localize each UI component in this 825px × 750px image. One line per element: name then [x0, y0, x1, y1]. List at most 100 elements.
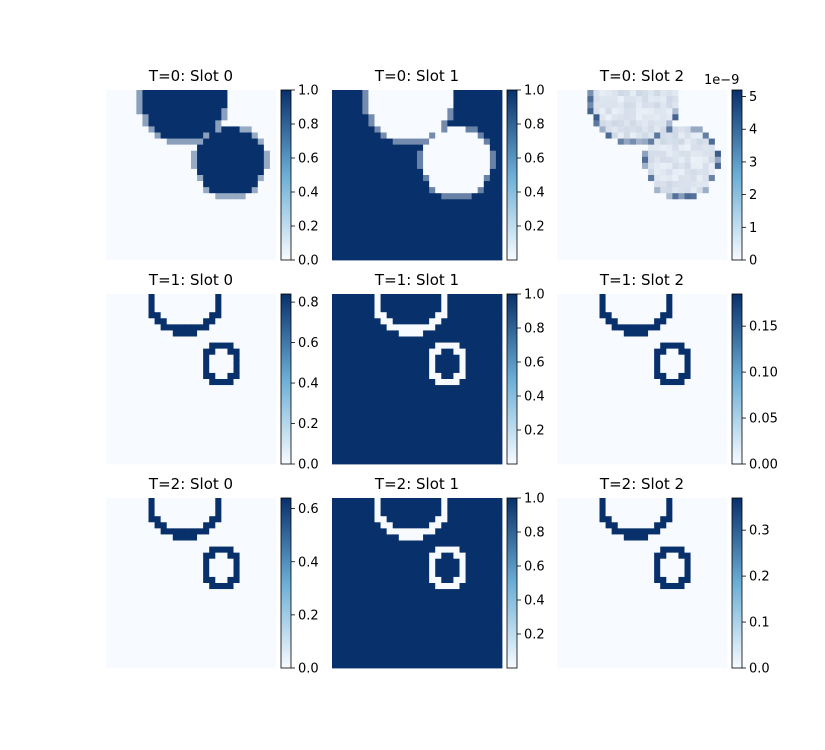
heatmap-cell [392, 229, 400, 237]
heatmap-cell [605, 360, 613, 368]
heatmap-cell [233, 403, 240, 410]
heatmap-cell [569, 162, 576, 170]
heatmap-cell [635, 372, 643, 380]
heatmap-cell [191, 150, 198, 158]
heatmap-cell [623, 235, 631, 243]
heatmap-cell [350, 336, 357, 343]
heatmap-cell [227, 403, 234, 410]
heatmap-cell [690, 199, 698, 206]
heatmap-cell [154, 457, 162, 465]
heatmap-cell [708, 342, 716, 350]
heatmap-cell [130, 223, 137, 231]
heatmap-cell [380, 397, 388, 404]
heatmap-cell [702, 433, 710, 441]
heatmap-cell [112, 534, 119, 541]
heatmap-cell [160, 360, 168, 368]
heatmap-cell [447, 253, 454, 261]
heatmap-cell [404, 409, 412, 416]
heatmap-cell [605, 330, 613, 337]
heatmap-cell [635, 336, 643, 343]
heatmap-cell [483, 126, 491, 133]
heatmap-cell [130, 247, 137, 255]
heatmap-cell [251, 510, 259, 517]
heatmap-cell [563, 211, 570, 218]
heatmap-cell [720, 96, 728, 103]
heatmap-cell [696, 397, 704, 404]
heatmap-cell [338, 397, 345, 404]
heatmap-cell [263, 138, 271, 146]
heatmap-cell [629, 300, 637, 307]
heatmap-cell [648, 132, 655, 139]
heatmap-cell [423, 132, 430, 139]
heatmap-cell [435, 132, 442, 139]
heatmap-cell [465, 318, 473, 325]
heatmap-cell [368, 348, 375, 356]
heatmap-cell [611, 348, 619, 356]
heatmap-cell [142, 510, 149, 517]
heatmap-cell [269, 528, 277, 535]
heatmap-cell [453, 132, 460, 139]
heatmap-cell [350, 445, 357, 453]
heatmap-cell [465, 403, 473, 410]
heatmap-cell [605, 324, 613, 331]
heatmap-cell [465, 241, 473, 249]
heatmap-cell [410, 379, 418, 386]
heatmap-cell [124, 108, 131, 115]
heatmap-cell [569, 312, 576, 319]
heatmap-cell [423, 217, 430, 224]
heatmap-cell [257, 156, 265, 164]
heatmap-cell [118, 445, 125, 453]
heatmap-cell [708, 294, 716, 301]
heatmap-cell [344, 403, 351, 410]
heatmap-cell [112, 114, 119, 121]
heatmap-cell [495, 415, 503, 422]
heatmap-cell [112, 181, 119, 188]
heatmap-cell [160, 330, 168, 337]
heatmap-cell [227, 294, 234, 301]
heatmap-cell [648, 181, 655, 188]
heatmap-cell [642, 379, 649, 386]
heatmap-cell [233, 451, 240, 459]
heatmap-cell [575, 138, 582, 146]
heatmap-cell [368, 457, 375, 465]
heatmap-cell [160, 510, 168, 517]
heatmap-cell [563, 306, 570, 313]
heatmap-cell [124, 144, 131, 152]
heatmap-cell [477, 366, 485, 374]
heatmap-cell [429, 330, 436, 337]
heatmap-cell [344, 126, 351, 133]
heatmap-cell [605, 342, 613, 350]
heatmap-cell [374, 126, 381, 133]
heatmap-cell [136, 187, 143, 194]
heatmap-cell [392, 235, 400, 243]
heatmap-cell [392, 205, 400, 212]
heatmap-cell [423, 379, 430, 386]
heatmap-cell [263, 217, 271, 224]
heatmap-cell [465, 162, 473, 170]
heatmap-cell [172, 433, 180, 441]
heatmap-cell [269, 385, 277, 392]
heatmap-cell [678, 102, 685, 109]
heatmap-cell [593, 336, 600, 343]
heatmap-cell [166, 211, 174, 218]
heatmap-cell [227, 114, 234, 121]
heatmap-cell [203, 120, 210, 127]
heatmap-cell [392, 144, 400, 152]
heatmap-cell [617, 457, 625, 465]
heatmap-cell [166, 199, 174, 206]
heatmap-cell [714, 150, 722, 158]
heatmap-cell [344, 241, 351, 249]
heatmap-cell [599, 247, 606, 255]
heatmap-cell [154, 504, 162, 511]
heatmap-cell [435, 217, 442, 224]
heatmap-cell [599, 354, 606, 362]
heatmap-cell [142, 372, 149, 380]
heatmap-cell [648, 138, 655, 146]
heatmap-cell [654, 312, 661, 319]
heatmap-cell [332, 415, 339, 422]
heatmap-cell [587, 427, 594, 435]
heatmap-cell [465, 102, 473, 109]
heatmap-cell [332, 235, 339, 243]
heatmap-cell [251, 372, 259, 380]
heatmap-cell [489, 312, 497, 319]
